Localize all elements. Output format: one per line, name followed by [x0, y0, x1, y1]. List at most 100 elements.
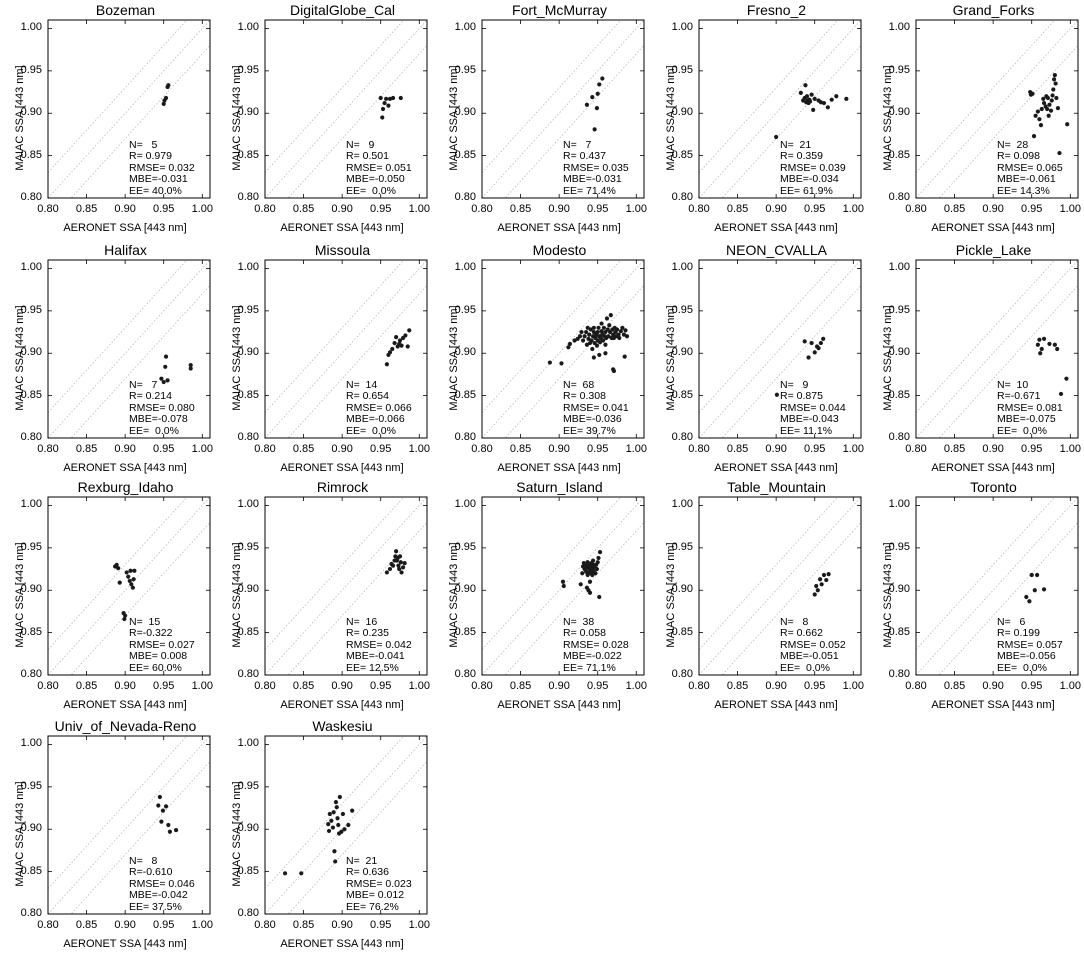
stats-annotation: N= 9 R= 0.875 RMSE= 0.044 MBE=-0.043 EE= 11.…	[780, 379, 846, 438]
stat-mbe: MBE=-0.031	[563, 173, 622, 186]
x-tick-label: 0.90	[548, 203, 570, 215]
stat-rmse: RMSE= 0.028	[563, 638, 629, 651]
data-point	[595, 329, 600, 335]
y-tick-label: 0.85	[454, 625, 476, 638]
y-tick-label: 0.85	[888, 388, 910, 401]
x-tick-label: 0.85	[292, 203, 315, 215]
y-tick-label: 1.00	[888, 498, 910, 511]
ee-envelope-line	[916, 260, 1056, 413]
data-point	[584, 342, 590, 347]
ee-envelope-line	[504, 285, 644, 438]
data-point	[398, 95, 403, 101]
scatter-panel: Missoula 1.00 0.95 0.90 0.85 0.80 0.80 0.85 0.90…	[217, 240, 433, 478]
data-point	[821, 100, 827, 106]
x-tick-label: 0.80	[37, 680, 59, 692]
x-tick-label: 1.00	[625, 443, 647, 455]
data-point	[188, 363, 193, 368]
x-axis-label: AERONET SSA [443 nm]	[931, 222, 1055, 234]
x-tick-label: 0.90	[331, 680, 353, 692]
one-to-one-line	[699, 260, 861, 438]
data-point	[1033, 113, 1038, 118]
x-tick-label: 0.95	[369, 680, 392, 692]
x-tick-label: 0.95	[586, 203, 609, 215]
data-point	[587, 590, 593, 595]
data-point	[327, 811, 332, 817]
data-point	[815, 588, 820, 593]
y-tick-label: 0.90	[20, 822, 42, 835]
x-tick-label: 0.95	[586, 680, 609, 692]
data-point	[819, 582, 824, 587]
data-point	[1038, 123, 1044, 128]
data-point	[188, 366, 193, 371]
data-point	[131, 577, 136, 582]
stat-mbe: MBE=-0.041	[346, 650, 405, 663]
stats-annotation: N= 8 R=-0.610 RMSE= 0.046 MBE=-0.042 EE= 37.…	[129, 855, 195, 914]
stat-mbe: MBE=-0.078	[129, 413, 188, 426]
plot-area	[264, 19, 428, 199]
data-point	[1055, 346, 1060, 352]
y-tick-label: 0.80	[237, 431, 259, 443]
panel-title: Waskesiu	[312, 718, 373, 734]
data-point	[596, 325, 601, 330]
data-point	[579, 329, 584, 335]
stat-r: R= 0.875	[780, 390, 823, 403]
stats-annotation: N= 14 R= 0.654 RMSE= 0.066 MBE=-0.066 EE= 0.…	[346, 379, 412, 438]
stat-rmse: RMSE= 0.042	[346, 638, 412, 651]
x-tick-label: 0.95	[1020, 203, 1043, 215]
data-point	[394, 335, 399, 340]
data-point	[398, 560, 403, 565]
y-axis-label: MAIAC SSA [443 nm]	[665, 542, 677, 648]
x-tick-label: 0.90	[331, 919, 353, 931]
x-tick-label: 0.95	[803, 443, 826, 455]
data-point	[1053, 81, 1058, 86]
data-point	[590, 346, 595, 352]
stat-r: R= 0.098	[997, 150, 1040, 163]
data-point	[330, 825, 335, 830]
ee-envelope-line	[48, 497, 188, 650]
data-point	[616, 332, 621, 337]
stat-mbe: MBE=-0.056	[997, 650, 1056, 663]
y-tick-label: 0.90	[671, 583, 693, 596]
stat-ee: EE= 76.2%	[346, 900, 399, 913]
data-point	[560, 579, 566, 584]
y-tick-label: 0.95	[888, 303, 910, 316]
stat-r: R= 0.199	[997, 627, 1040, 640]
x-tick-label: 0.95	[369, 443, 392, 455]
data-point	[812, 592, 817, 597]
stat-r: R= 0.308	[563, 390, 606, 403]
data-point	[1064, 376, 1069, 381]
stat-ee: EE= 0.0%	[997, 424, 1047, 437]
x-tick-label: 0.85	[509, 443, 532, 455]
scatter-panel: Univ_of_Nevada-Reno 1.00 0.95 0.90 0.85 0.80 0…	[0, 716, 216, 954]
data-point	[132, 568, 137, 573]
stat-mbe: MBE=-0.031	[129, 173, 188, 186]
stat-r: R= 0.437	[563, 150, 606, 163]
data-point	[387, 566, 393, 572]
data-point	[333, 800, 339, 805]
y-tick-label: 0.80	[888, 668, 910, 680]
x-tick-label: 0.95	[1020, 443, 1043, 455]
data-point	[1035, 109, 1040, 114]
stats-annotation: N= 10 R=-0.671 RMSE= 0.081 MBE=-0.075 EE= 0.…	[997, 379, 1063, 438]
x-tick-label: 0.90	[982, 443, 1004, 455]
data-point	[397, 566, 402, 572]
stat-ee: EE= 14.3%	[997, 184, 1050, 197]
y-tick-label: 0.80	[237, 668, 259, 680]
axes-frame	[47, 496, 211, 676]
axes-frame	[915, 19, 1079, 199]
scatter-panel: Fort_McMurray 1.00 0.95 0.90 0.85 0.80 0.80 0.8…	[434, 0, 650, 238]
data-point	[129, 582, 134, 587]
one-to-one-line	[48, 260, 210, 438]
stat-rmse: RMSE= 0.023	[346, 877, 412, 890]
stats-annotation: N= 5 R= 0.979 RMSE= 0.032 MBE=-0.031 EE= 40.…	[129, 139, 195, 198]
scatter-panel: Saturn_Island 1.00 0.95 0.90 0.85 0.80 0.80 0.8…	[434, 477, 650, 715]
x-tick-label: 0.80	[688, 680, 710, 692]
y-tick-label: 0.90	[454, 583, 476, 596]
stat-ee: EE= 60.0%	[129, 661, 182, 674]
axes-frame	[264, 19, 428, 199]
y-tick-label: 1.00	[454, 261, 476, 274]
data-point	[597, 594, 602, 600]
y-tick-label: 0.95	[888, 540, 910, 553]
x-tick-label: 0.80	[471, 680, 493, 692]
y-axis-label: MAIAC SSA [443 nm]	[231, 305, 243, 411]
